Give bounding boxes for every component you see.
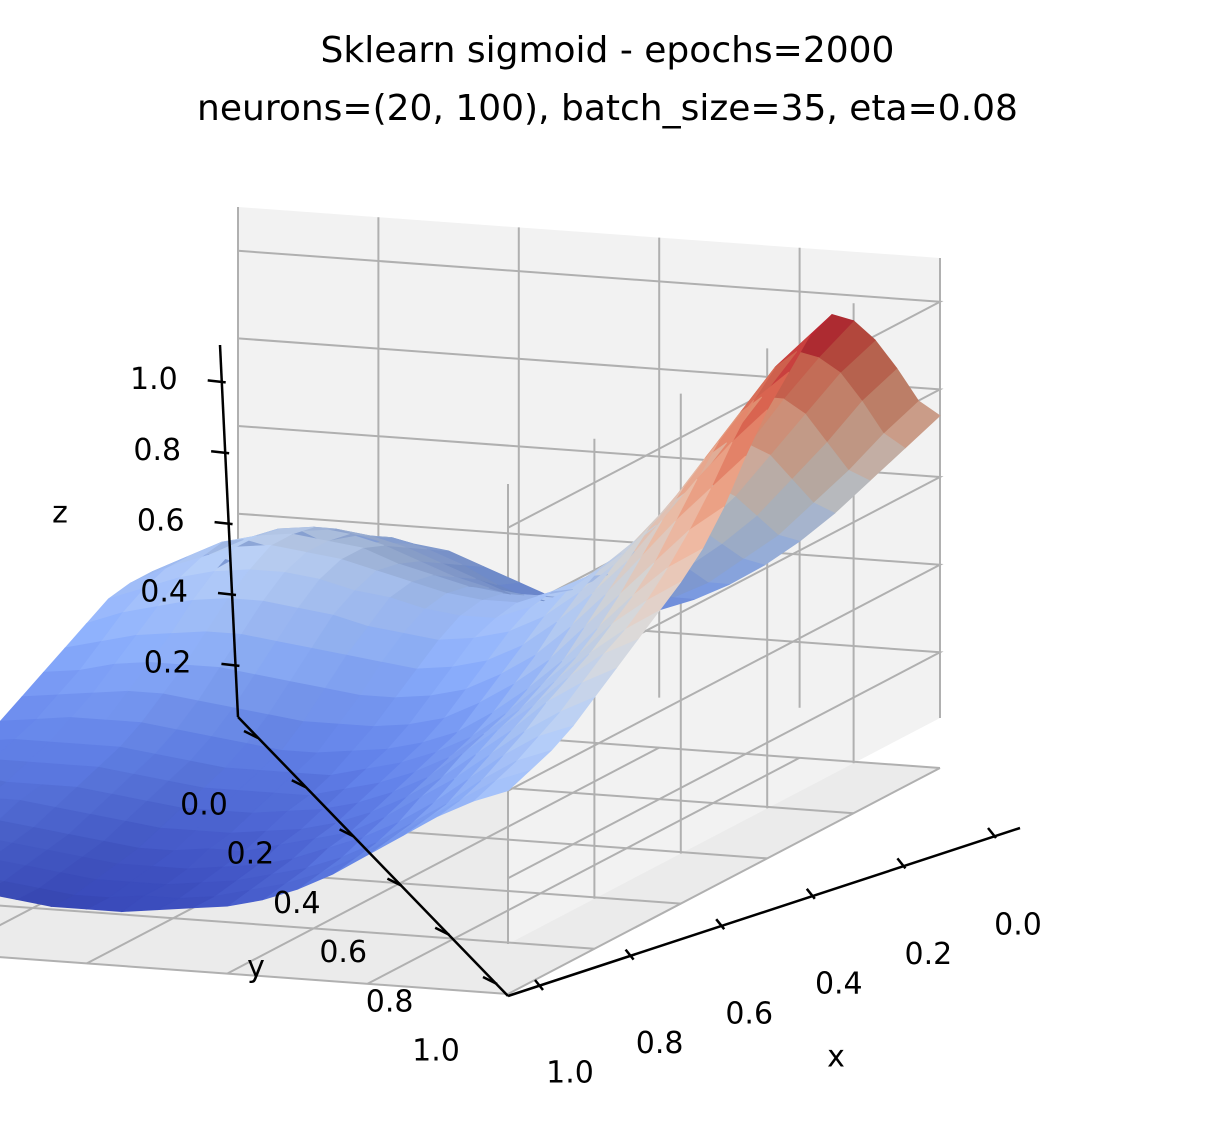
y-tick-label: 0.8: [366, 984, 414, 1019]
z-axis-label: z: [52, 496, 68, 531]
x-tick-label: 0.6: [725, 996, 773, 1031]
surface-face: [0, 718, 37, 741]
surface-face: [0, 780, 7, 787]
z-tick: [217, 591, 237, 597]
y-tick-label: 0.6: [319, 935, 367, 970]
x-tick: [896, 857, 907, 870]
surface-face: [0, 781, 43, 801]
z-tick-label: 1.0: [130, 362, 178, 397]
floor-grid-line: [226, 746, 660, 975]
x-axis-label: x: [827, 1040, 845, 1075]
surface-face: [0, 820, 34, 844]
x-tick-label: 1.0: [546, 1056, 594, 1091]
chart-title: Sklearn sigmoid - epochs=2000: [320, 30, 895, 71]
z-axis-line: [218, 344, 240, 718]
y-tick-label: 0.4: [273, 886, 321, 921]
y-tick: [434, 926, 450, 936]
surface: [0, 314, 941, 913]
y-tick-label: 0.0: [180, 788, 228, 823]
z-tick: [221, 662, 240, 668]
surface-face: [0, 840, 13, 852]
surface-face: [0, 759, 29, 783]
x-tick-label: 0.8: [636, 1026, 684, 1061]
y-tick: [339, 828, 355, 838]
surface-face: [0, 799, 56, 828]
z-tick-label: 0.8: [133, 433, 181, 468]
surface-face: [0, 880, 5, 884]
chart-subtitle: neurons=(20, 100), batch_size=35, eta=0.…: [197, 88, 1018, 129]
z-tick: [207, 379, 226, 384]
x-tick: [715, 918, 726, 930]
floor-grid-line: [0, 956, 509, 995]
surface-face: [0, 798, 21, 819]
floor-grid-line: [507, 767, 941, 995]
x-tick-label: 0.0: [994, 908, 1042, 943]
wall-grid-line: [237, 249, 944, 529]
z-tick: [211, 450, 230, 455]
x-tick-label: 0.2: [905, 937, 953, 972]
wall-grid-line: [237, 425, 944, 704]
surface-face: [0, 860, 26, 882]
y-tick-label: 0.2: [227, 837, 275, 872]
surface-face: [0, 880, 40, 900]
y-axis-line: [237, 716, 509, 997]
floor-grid-line: [367, 756, 801, 985]
y-tick: [243, 729, 259, 740]
z-tick: [214, 520, 233, 526]
x-tick-label: 0.4: [815, 967, 863, 1002]
x-tick: [624, 948, 635, 961]
z-tick-label: 0.4: [140, 575, 188, 610]
y-tick: [291, 779, 307, 789]
x-tick: [987, 827, 997, 839]
y-tick: [482, 975, 498, 986]
surface-face: [0, 842, 48, 867]
x-tick: [534, 979, 544, 991]
floor-grid-line: [0, 904, 595, 950]
surface-face: [0, 738, 15, 753]
z-tick-label: 0.2: [144, 645, 192, 680]
y-tick-label: 1.0: [412, 1034, 460, 1069]
surface-face: [0, 738, 50, 763]
wall-grid-line: [237, 512, 944, 792]
y-tick: [386, 877, 402, 887]
x-axis-line: [507, 826, 1021, 998]
x-tick: [805, 888, 816, 900]
y-axis-label: y: [247, 950, 265, 985]
z-tick-label: 0.6: [137, 504, 185, 539]
